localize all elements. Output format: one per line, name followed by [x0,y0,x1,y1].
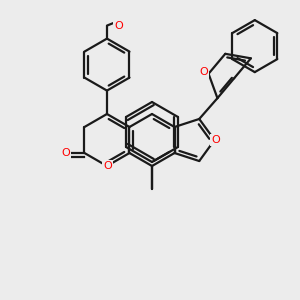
Text: O: O [103,161,112,171]
Text: O: O [211,135,220,145]
Text: O: O [115,21,123,31]
Text: O: O [199,67,208,77]
Text: O: O [61,148,70,158]
